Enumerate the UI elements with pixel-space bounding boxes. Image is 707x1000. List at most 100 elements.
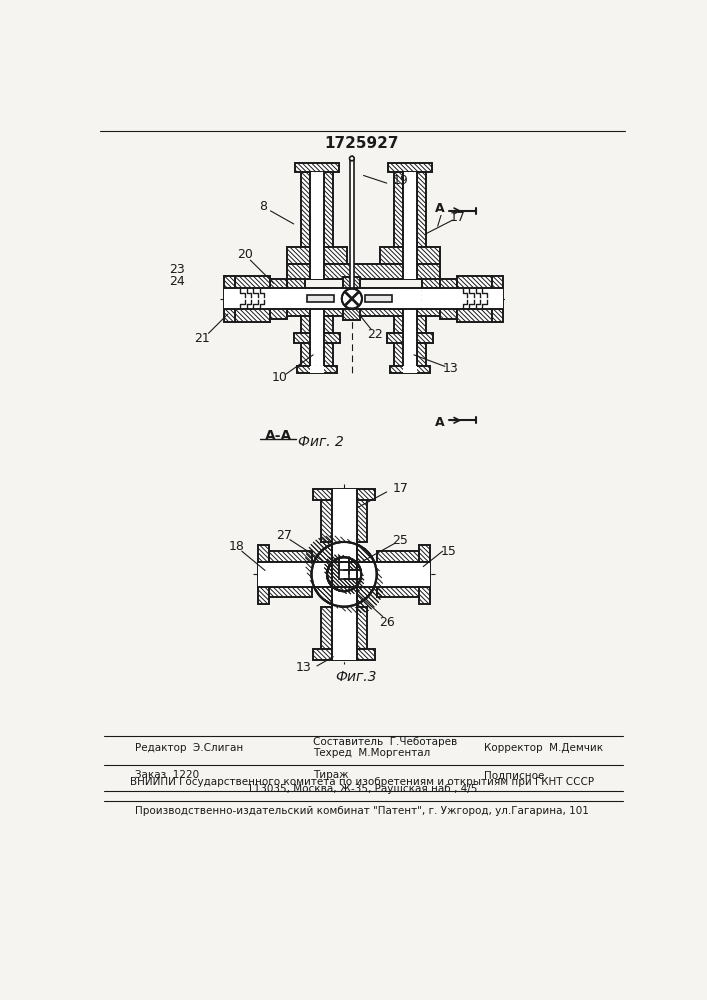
Bar xyxy=(310,247,324,264)
Bar xyxy=(287,264,440,279)
Text: А-А: А-А xyxy=(264,429,292,443)
Bar xyxy=(387,333,433,343)
Bar xyxy=(224,276,235,322)
Text: 23: 23 xyxy=(170,263,185,276)
Text: 27: 27 xyxy=(276,529,291,542)
Bar xyxy=(339,557,349,574)
Bar xyxy=(403,247,417,264)
Text: Корректор  М.Демчик: Корректор М.Демчик xyxy=(484,743,603,753)
Bar xyxy=(417,343,426,366)
Bar xyxy=(344,309,361,320)
Bar xyxy=(417,172,426,247)
Bar xyxy=(377,562,419,587)
Bar xyxy=(269,551,312,562)
Bar xyxy=(387,163,433,172)
Text: 24: 24 xyxy=(170,275,185,288)
Bar xyxy=(403,264,417,279)
Bar xyxy=(287,288,440,309)
Bar xyxy=(321,500,332,542)
Circle shape xyxy=(349,156,354,161)
Text: Составитель  Г.Чеботарев: Составитель Г.Чеботарев xyxy=(313,737,457,747)
Text: 18: 18 xyxy=(228,540,245,553)
Bar xyxy=(269,562,312,587)
Bar xyxy=(419,562,430,587)
Bar xyxy=(312,562,377,587)
Text: 22: 22 xyxy=(367,328,383,341)
Text: 26: 26 xyxy=(379,616,395,629)
Bar xyxy=(339,570,361,579)
Bar xyxy=(403,172,417,247)
Bar xyxy=(300,316,310,333)
Text: Подписное: Подписное xyxy=(484,770,544,780)
Bar xyxy=(403,301,417,316)
Bar xyxy=(310,301,324,316)
Text: 20: 20 xyxy=(237,248,253,261)
Text: 8: 8 xyxy=(259,200,267,213)
Bar xyxy=(310,264,324,279)
Bar xyxy=(235,276,270,322)
Text: 1725927: 1725927 xyxy=(325,136,399,151)
Bar xyxy=(440,288,457,309)
Bar xyxy=(394,172,403,247)
Bar xyxy=(313,649,375,660)
Text: ВНИИПИ Государственного комитета по изобретениям и открытиям при ГКНТ СССР: ВНИИПИ Государственного комитета по изоб… xyxy=(130,777,594,787)
Bar xyxy=(310,333,324,343)
Bar xyxy=(365,295,392,302)
Bar xyxy=(293,333,340,343)
Bar xyxy=(417,316,426,333)
Bar xyxy=(380,247,440,264)
Bar xyxy=(344,570,361,579)
Bar xyxy=(295,163,339,172)
Bar xyxy=(332,500,356,542)
Text: Фиг.3: Фиг.3 xyxy=(335,670,377,684)
Bar xyxy=(419,545,430,604)
Text: Техред  М.Моргентал: Техред М.Моргентал xyxy=(313,748,431,758)
Bar xyxy=(403,333,417,343)
Circle shape xyxy=(312,542,377,607)
Circle shape xyxy=(327,557,361,591)
Bar xyxy=(403,316,417,333)
Bar xyxy=(313,489,375,500)
Text: Тираж: Тираж xyxy=(313,770,349,780)
Bar xyxy=(235,288,270,309)
Bar xyxy=(421,279,440,301)
Bar xyxy=(321,607,332,649)
Bar xyxy=(270,288,287,309)
Text: 21: 21 xyxy=(194,332,210,345)
Bar xyxy=(287,247,347,264)
Bar xyxy=(269,587,312,597)
Text: Редактор  Э.Слиган: Редактор Э.Слиган xyxy=(135,743,243,753)
Bar xyxy=(312,562,377,587)
Bar xyxy=(324,316,333,333)
Bar xyxy=(324,343,333,366)
Bar xyxy=(421,288,440,309)
Text: 17: 17 xyxy=(450,211,466,224)
Circle shape xyxy=(341,289,362,309)
Bar xyxy=(287,279,305,301)
Bar xyxy=(349,158,354,288)
Bar xyxy=(344,277,361,288)
Bar xyxy=(377,551,419,562)
Bar xyxy=(258,545,269,604)
Bar xyxy=(287,301,440,316)
Bar xyxy=(297,366,337,373)
Bar xyxy=(403,366,417,373)
Text: 19: 19 xyxy=(392,174,408,187)
Text: /: / xyxy=(437,213,442,227)
Bar xyxy=(440,279,457,319)
Bar xyxy=(457,288,492,309)
Bar xyxy=(332,542,356,607)
Bar xyxy=(332,607,356,649)
Bar xyxy=(307,295,334,302)
Bar xyxy=(394,343,403,366)
Text: 25: 25 xyxy=(392,534,408,547)
Text: 15: 15 xyxy=(440,545,457,558)
Bar xyxy=(332,649,356,660)
Bar xyxy=(339,557,349,579)
Bar xyxy=(224,288,235,309)
Bar xyxy=(310,316,324,333)
Text: 17: 17 xyxy=(392,482,408,495)
Bar xyxy=(332,542,356,607)
Bar xyxy=(390,366,430,373)
Bar xyxy=(310,366,324,373)
